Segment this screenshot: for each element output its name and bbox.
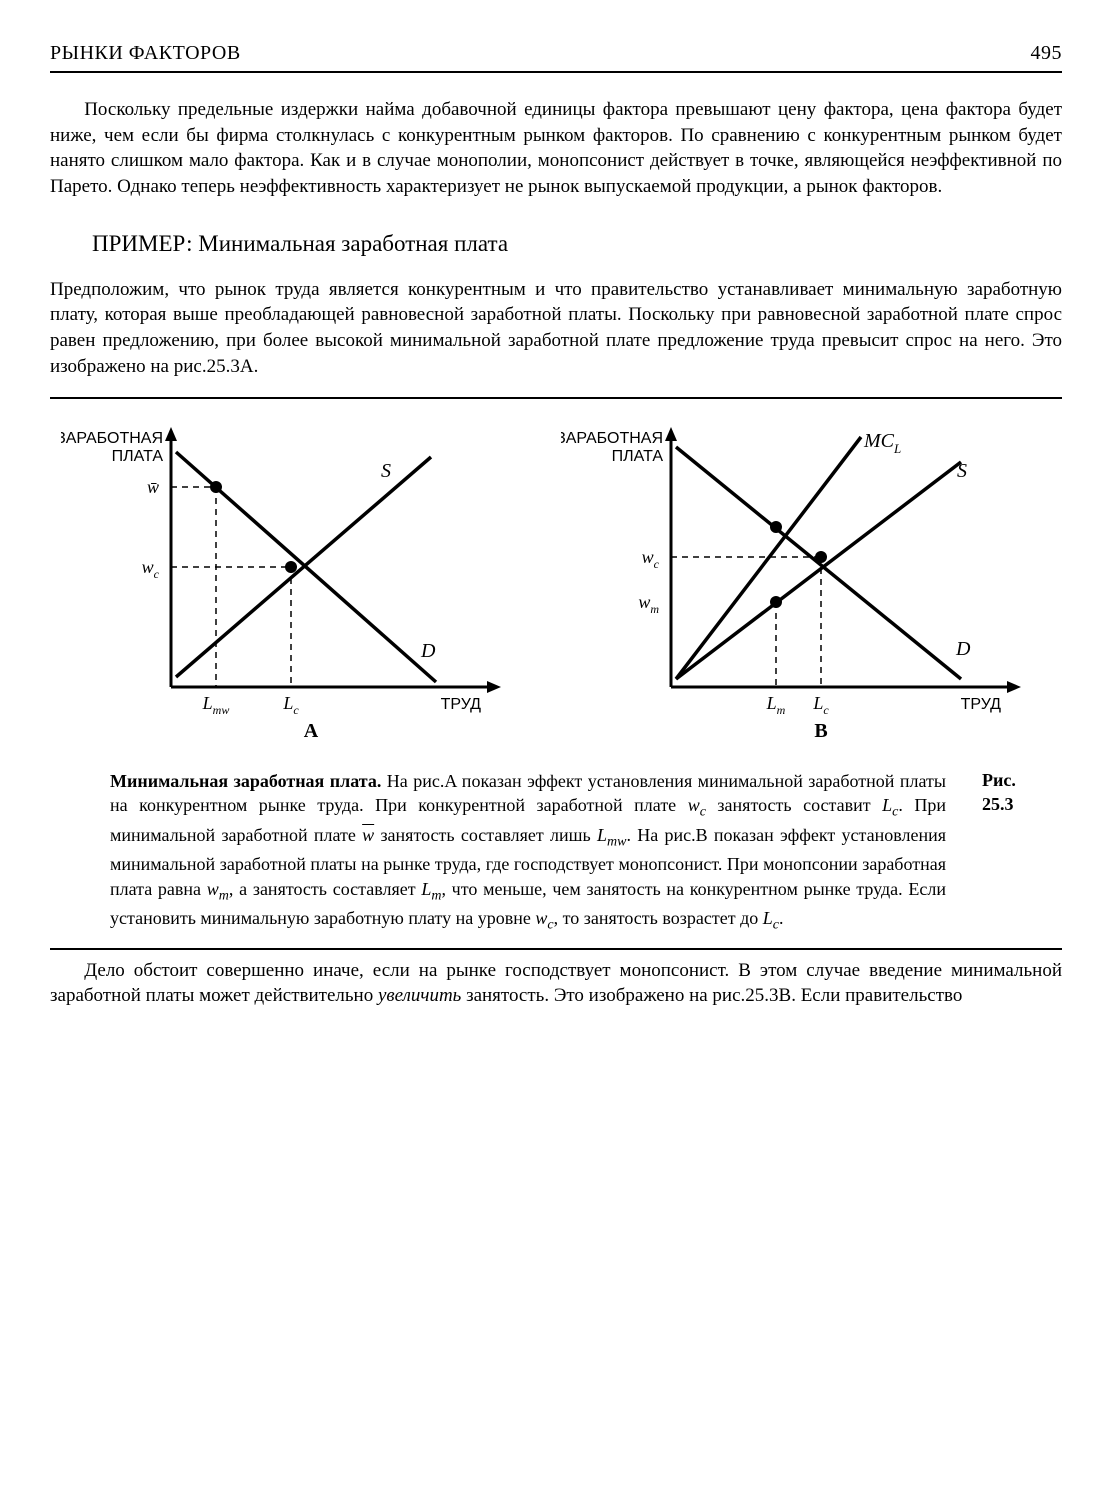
header-rule [50,71,1062,73]
svg-text:w̄: w̄ [147,477,159,497]
figure-number: Рис. 25.3 [982,769,1052,936]
figure-rule-top [50,397,1062,399]
svg-text:D: D [955,638,971,660]
svg-text:MCL: MCL [863,430,901,456]
svg-text:S: S [381,460,391,482]
svg-text:ТРУД: ТРУД [961,696,1002,713]
svg-text:wm: wm [638,592,659,616]
figure-caption: Минимальная заработная плата. На рис.A п… [110,769,946,936]
svg-text:wc: wc [642,547,660,571]
svg-text:Lmw: Lmw [202,693,230,717]
svg-text:Lc: Lc [812,693,829,717]
svg-text:ЗАРАБОТНАЯ: ЗАРАБОТНАЯ [561,430,663,447]
svg-text:D: D [420,640,436,662]
svg-text:Lm: Lm [766,693,786,717]
svg-text:B: B [814,720,827,742]
figure-caption-row: Минимальная заработная плата. На рис.A п… [110,769,1052,936]
figure-rule-bottom [50,948,1062,950]
chart-a: ЗАРАБОТНАЯПЛАТА ТРУД S Dw̄ wc Lmw LcA [61,417,531,747]
page-number: 495 [1031,40,1063,67]
figure-25-3: ЗАРАБОТНАЯПЛАТАТРУДSDw̄wcLmwLcA ЗАРАБОТН… [50,409,1062,936]
paragraph-1: Поскольку предельные издержки найма доба… [50,97,1062,200]
svg-text:A: A [304,720,319,742]
svg-text:ПЛАТА: ПЛАТА [612,448,664,465]
paragraph-3: Дело обстоит совершенно иначе, если на р… [50,958,1062,1009]
svg-text:S: S [957,460,967,482]
page-header: РЫНКИ ФАКТОРОВ 495 [50,40,1062,67]
svg-text:wc: wc [142,557,160,581]
section-heading: ПРИМЕР: Минимальная заработная плата [92,228,1062,259]
svg-text:ЗАРАБОТНАЯ: ЗАРАБОТНАЯ [61,430,163,447]
svg-text:ПЛАТА: ПЛАТА [112,448,164,465]
svg-text:ТРУД: ТРУД [441,696,482,713]
header-title: РЫНКИ ФАКТОРОВ [50,40,241,67]
chart-b: ЗАРАБОТНАЯПЛАТА ТРУД S D MCL wc wm Lm Lc B [561,417,1051,747]
svg-text:Lc: Lc [282,693,299,717]
paragraph-2: Предположим, что рынок труда является ко… [50,277,1062,380]
